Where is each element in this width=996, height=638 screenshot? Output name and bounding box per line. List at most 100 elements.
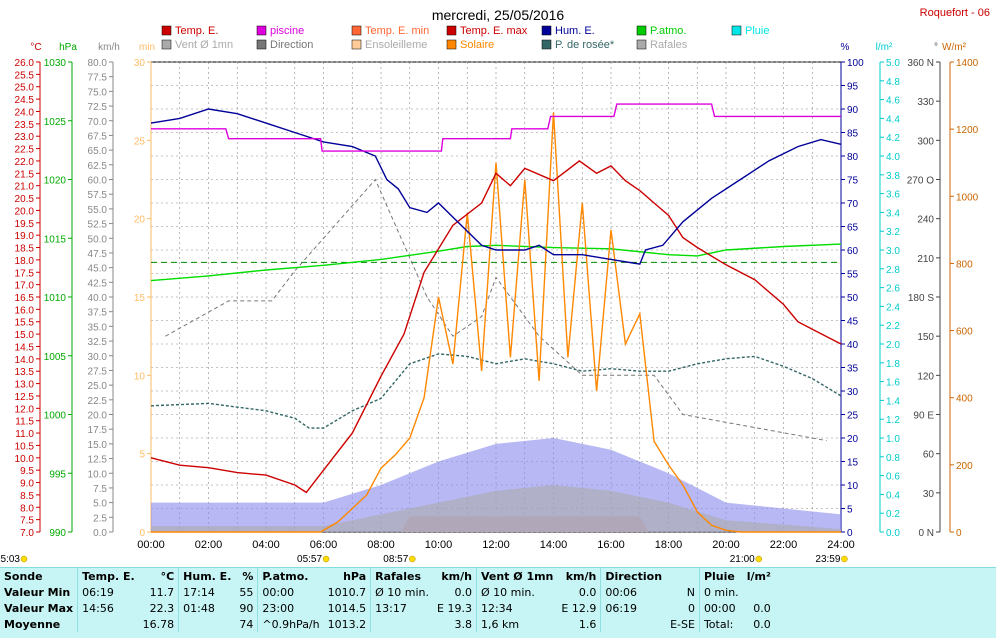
table-cell — [600, 616, 667, 632]
legend-item: Temp. E. min — [365, 25, 429, 37]
axis-label-temp: 22.5 — [15, 145, 35, 156]
table-cell: 13:17 — [370, 600, 434, 616]
axis-label-wind: 67.5 — [88, 131, 108, 142]
axis-label-humidity: 95 — [847, 82, 859, 93]
table-cell-value: 3.8 — [454, 617, 472, 631]
axis-unit-solar: W/m² — [942, 42, 967, 53]
table-cell: 00:00 — [698, 600, 743, 616]
event-label: 21:00 — [730, 554, 755, 565]
axis-label-solar: 200 — [956, 461, 973, 472]
axis-unit-rain: l/m² — [876, 42, 893, 53]
table-header-label: Pluie — [698, 568, 743, 584]
table-cell: 00:00 — [257, 584, 324, 600]
axis-label-wind: 0.0 — [93, 528, 107, 539]
legend-swatch — [541, 39, 552, 50]
series-area-wind — [151, 485, 841, 532]
table-cell-value: 16.78 — [142, 617, 175, 631]
axis-label-rain: 2.6 — [886, 284, 900, 295]
axis-label-direction: 90 E — [913, 411, 934, 422]
legend-swatch — [351, 39, 362, 50]
axis-label-rain: 4.6 — [886, 96, 900, 107]
axis-label-humidity: 80 — [847, 152, 859, 163]
axis-label-temp: 15.0 — [15, 330, 35, 341]
axis-label-humidity: 45 — [847, 317, 859, 328]
axis-label-temp: 10.0 — [15, 454, 35, 465]
axis-label-sunshine: 20 — [134, 215, 146, 226]
axis-label-wind: 25.0 — [88, 381, 108, 392]
axis-label-rain: 4.2 — [886, 133, 900, 144]
axis-unit-direction: ° — [934, 42, 938, 53]
legend-item: piscine — [270, 25, 304, 37]
axis-label-rain: 3.2 — [886, 227, 900, 238]
table-cell-value: N — [686, 585, 695, 599]
axis-label-wind: 70.0 — [88, 117, 108, 128]
x-tick-label: 12:00 — [482, 539, 510, 551]
axis-label-humidity: 70 — [847, 199, 859, 210]
axis-label-temp: 16.5 — [15, 293, 35, 304]
table-header-label: P.atmo. — [257, 568, 324, 584]
legend-item: Vent Ø 1mn — [175, 39, 233, 51]
axis-unit-humidity: % — [841, 42, 850, 53]
x-tick-label: 06:00 — [310, 539, 338, 551]
axis-label-temp: 23.0 — [15, 132, 35, 143]
axis-label-temp: 12.5 — [15, 392, 35, 403]
axis-label-wind: 35.0 — [88, 322, 108, 333]
table-header-label: Hum. E. — [178, 568, 236, 584]
axis-label-rain: 5.0 — [886, 58, 900, 69]
axis-label-humidity: 60 — [847, 246, 859, 257]
legend-item: Temp. E. max — [460, 25, 528, 37]
axis-label-wind: 30.0 — [88, 352, 108, 363]
axis-label-temp: 18.0 — [15, 256, 35, 267]
axis-label-pressure: 1015 — [44, 234, 67, 245]
axis-label-temp: 16.0 — [15, 305, 35, 316]
axis-label-wind: 52.5 — [88, 220, 108, 231]
axis-label-humidity: 100 — [847, 58, 864, 69]
event-marker — [841, 555, 848, 563]
chart-title: mercredi, 25/05/2016 — [432, 7, 565, 23]
table-cell: 06:19 — [77, 584, 139, 600]
series-line-patmo — [150, 243, 842, 282]
axis-label-temp: 12.0 — [15, 404, 35, 415]
axis-label-rain: 0.2 — [886, 509, 900, 520]
axis-label-wind: 45.0 — [88, 264, 108, 275]
table-cell-value: E-SE — [670, 617, 695, 631]
axis-label-humidity: 85 — [847, 129, 859, 140]
axis-label-wind: 75.0 — [88, 87, 108, 98]
axis-label-direction: 270 O — [907, 176, 934, 187]
series-line-direction — [165, 178, 827, 442]
axis-label-humidity: 40 — [847, 340, 859, 351]
axis-label-humidity: 15 — [847, 458, 859, 469]
event-marker — [755, 555, 762, 563]
axis-label-sunshine: 15 — [134, 293, 146, 304]
table-cell: ^0.9hPa/h — [257, 616, 324, 632]
table-cell-value: 1014.5 — [327, 601, 367, 615]
axis-label-direction: 240 — [917, 215, 934, 226]
table-header-label: Temp. E. — [77, 568, 139, 584]
axis-label-temp: 26.0 — [15, 58, 35, 69]
axis-label-rain: 1.0 — [886, 434, 900, 445]
axis-label-rain: 1.8 — [886, 359, 900, 370]
axis-label-wind: 5.0 — [93, 499, 107, 510]
axis-label-sunshine: 30 — [134, 58, 146, 69]
x-tick-label: 20:00 — [712, 539, 740, 551]
axis-label-solar: 1400 — [956, 58, 979, 69]
axis-label-pressure: 1030 — [44, 58, 67, 69]
x-tick-label: 16:00 — [597, 539, 625, 551]
axis-label-direction: 30 — [923, 489, 935, 500]
axis-label-humidity: 35 — [847, 364, 859, 375]
axis-label-temp: 14.0 — [15, 355, 35, 366]
table-cell-value: 0.0 — [578, 585, 597, 599]
axis-label-pressure: 1000 — [44, 411, 67, 422]
legend-swatch — [256, 39, 267, 50]
legend-swatch — [636, 25, 647, 36]
axis-label-wind: 10.0 — [88, 469, 108, 480]
x-tick-label: 18:00 — [655, 539, 683, 551]
table-cell — [178, 616, 236, 632]
axis-label-wind: 47.5 — [88, 249, 108, 260]
legend-item: Direction — [270, 39, 313, 51]
axis-label-wind: 17.5 — [88, 425, 108, 436]
table-row-label: Valeur Min — [4, 585, 71, 599]
summary-table: Sonde Temp. E. °C Hum. E.% P.atmo. hPa Rafales… — [0, 567, 996, 638]
legend-item: Ensoleilleme — [365, 39, 427, 51]
